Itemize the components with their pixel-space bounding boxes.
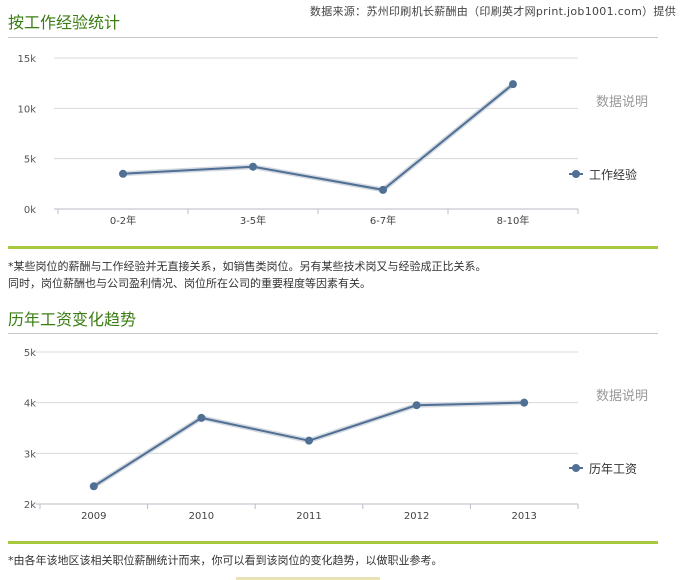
data-point: [249, 162, 257, 171]
data-point: [520, 398, 529, 407]
legend-marker: [572, 170, 580, 178]
data-point: [305, 436, 313, 445]
data-source-text: 数据来源：苏州印刷机长薪酬由（印刷英才网print.job1001.com）提供: [309, 5, 676, 18]
legend-marker: [572, 464, 580, 472]
x-tick-label: 2010: [189, 511, 214, 522]
x-tick-label: 6-7年: [370, 214, 396, 227]
data-point: [119, 169, 127, 178]
y-tick-label: 0k: [24, 205, 36, 216]
yearly-salary-chart: 2k 3k 4k 5k 2009 2010 2011 2012 2013 历年工资 数据说明: [24, 348, 648, 522]
chart1-note-line-1: *某些岗位的薪酬与工作经验并无直接关系，如销售类岗位。另有某些技术岗又与经验成正…: [8, 260, 487, 273]
x-tick-label: 2013: [511, 511, 536, 522]
legend-label: 历年工资: [589, 462, 637, 476]
y-tick-label: 5k: [24, 348, 36, 359]
x-tick-label: 3-5年: [240, 214, 266, 227]
data-point: [197, 413, 206, 422]
x-tick-label: 8-10年: [497, 214, 530, 227]
title-divider: [8, 37, 658, 38]
y-tick-label: 2k: [24, 500, 36, 511]
x-tick-label: 2009: [81, 511, 106, 522]
y-tick-label: 10k: [17, 104, 36, 115]
x-tick-label: 2011: [296, 511, 321, 522]
chart1-title: 按工作经验统计: [8, 13, 121, 32]
bottom-accent-bar: [236, 577, 380, 580]
section-divider: [8, 541, 658, 544]
y-tick-label: 5k: [24, 155, 36, 166]
chart2-title: 历年工资变化趋势: [8, 310, 137, 329]
chart1-note-line-2: 同时，岗位薪酬也与公司盈利情况、岗位所在公司的重要程度等因素有关。: [8, 277, 371, 290]
series-line: [122, 83, 514, 191]
chart2-note-line-1: *由各年该地区该相关职位薪酬统计而来，你可以看到该岗位的变化趋势，以做职业参考。: [8, 554, 443, 567]
y-tick-label: 3k: [24, 449, 36, 460]
data-point: [412, 401, 421, 410]
y-tick-label: 4k: [24, 399, 36, 410]
data-point: [89, 482, 98, 491]
title-divider: [8, 333, 658, 334]
x-tick-label: 2012: [404, 511, 429, 522]
experience-chart: 0k 5k 10k 15k 0-2年 3-5年 6-7年 8-10年 工作经验 数据说明: [17, 54, 648, 227]
data-point: [379, 185, 387, 194]
section-divider: [8, 246, 658, 249]
y-tick-label: 15k: [17, 54, 36, 65]
data-description-label: 数据说明: [596, 95, 648, 110]
data-description-label: 数据说明: [596, 389, 648, 404]
x-tick-label: 0-2年: [110, 214, 136, 227]
legend-label: 工作经验: [589, 167, 637, 182]
data-point: [509, 80, 517, 89]
